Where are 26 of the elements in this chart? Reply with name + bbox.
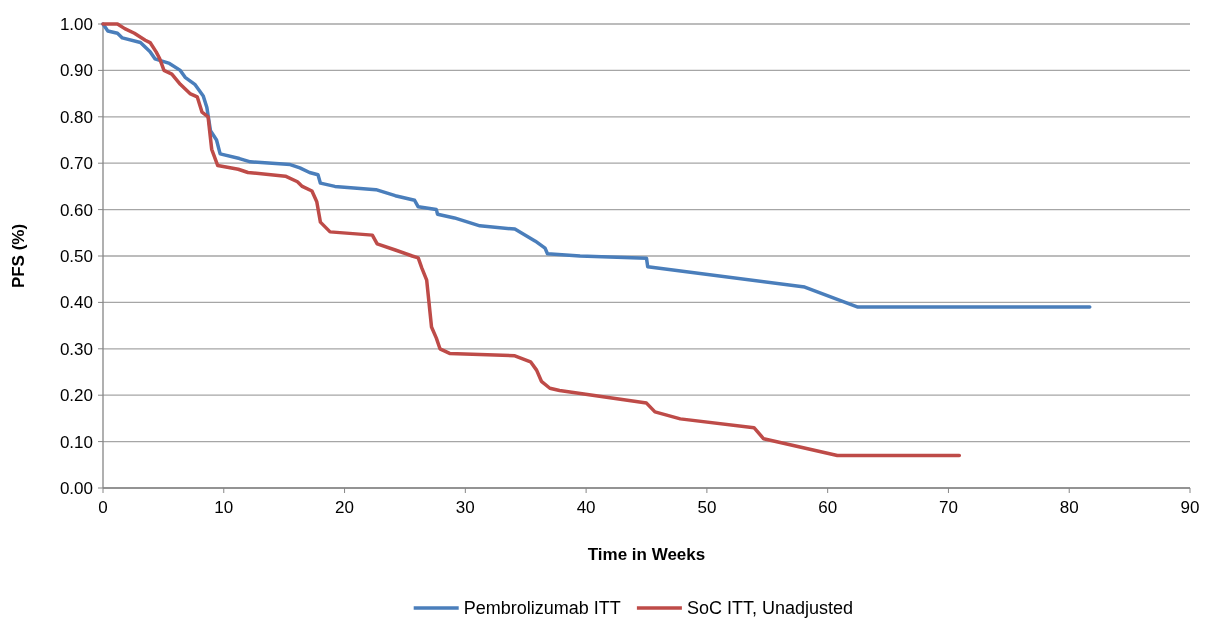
x-tick-label: 90 — [1180, 498, 1200, 517]
legend-label: SoC ITT, Unadjusted — [686, 598, 853, 618]
y-tick-label: 1.00 — [59, 14, 93, 34]
x-tick-label: 10 — [214, 498, 234, 517]
y-tick-label: 0.00 — [59, 478, 93, 498]
x-tick-label: 20 — [335, 498, 355, 517]
x-tick-label: 0 — [98, 498, 108, 517]
x-tick-label: 70 — [938, 498, 958, 517]
y-tick-label: 0.10 — [59, 432, 93, 452]
y-tick-label: 0.90 — [59, 61, 93, 81]
x-tick-label: 30 — [455, 498, 475, 517]
y-tick-label: 0.40 — [59, 293, 93, 313]
y-tick-label: 0.70 — [59, 154, 93, 174]
y-tick-label: 0.60 — [59, 200, 93, 220]
x-tick-label: 60 — [818, 498, 838, 517]
y-tick-label: 0.80 — [59, 107, 93, 127]
x-tick-label: 40 — [576, 498, 596, 517]
x-tick-label: 50 — [697, 498, 717, 517]
x-axis-title: Time in Weeks — [587, 545, 706, 564]
y-axis-title: PFS (%) — [9, 223, 28, 289]
legend-label: Pembrolizumab ITT — [463, 598, 621, 618]
line-series — [101, 22, 962, 458]
y-tick-label: 0.30 — [59, 339, 93, 359]
y-tick-label: 0.50 — [59, 246, 93, 266]
y-tick-label: 0.20 — [59, 386, 93, 406]
x-tick-label: 80 — [1059, 498, 1079, 517]
